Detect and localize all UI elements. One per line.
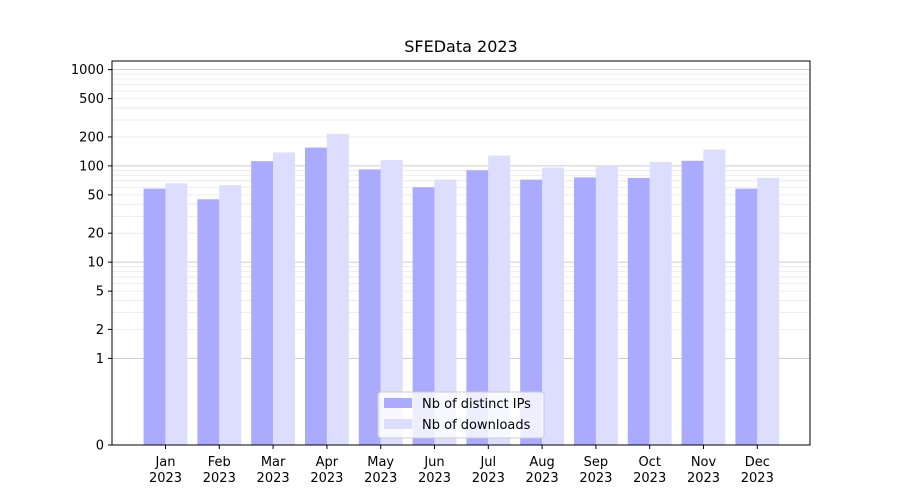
x-tick-label: Apr 2023	[310, 455, 343, 486]
bar-distinct-ips-may	[358, 169, 381, 446]
y-tick-label: 0	[96, 439, 104, 454]
y-tick-label: 200	[79, 130, 104, 145]
chart-title: SFEData 2023	[404, 37, 517, 56]
bar-distinct-ips-nov	[681, 160, 704, 446]
legend-box	[377, 391, 545, 439]
bar-distinct-ips-jun	[412, 187, 435, 445]
y-tick-label: 20	[87, 227, 104, 242]
bar-distinct-ips-jan	[143, 188, 166, 445]
legend-swatch	[384, 398, 412, 408]
x-tick-label: Jan 2023	[149, 455, 182, 486]
bar-downloads-sep	[595, 165, 618, 445]
x-tick-label: Dec 2023	[741, 455, 774, 486]
y-tick-label: 50	[87, 188, 104, 203]
y-tick-label: 500	[79, 92, 104, 107]
bar-distinct-ips-dec	[735, 188, 758, 445]
bar-downloads-dec	[757, 177, 780, 445]
y-axis: 0 1 2 5 10 20 50 100 200 500 1000	[71, 63, 112, 454]
y-tick-label: 100	[79, 159, 104, 174]
y-tick-label: 2	[96, 323, 104, 338]
x-tick-label: Oct 2023	[633, 455, 666, 486]
x-tick-label: May 2023	[364, 455, 397, 486]
y-tick-label: 1000	[71, 63, 104, 78]
y-tick-label: 1	[96, 352, 104, 367]
x-tick-label: Feb 2023	[203, 455, 236, 486]
bar-downloads-feb	[219, 185, 242, 445]
x-tick-label: Nov 2023	[687, 455, 720, 486]
bar-distinct-ips-oct	[627, 177, 650, 445]
bar-distinct-ips-aug	[520, 179, 543, 445]
bar-downloads-jan	[165, 183, 188, 445]
x-tick-label: Jul 2023	[472, 455, 505, 486]
legend-label: Nb of distinct IPs	[422, 397, 531, 412]
bar-distinct-ips-jul	[466, 170, 489, 446]
bar-downloads-nov	[703, 149, 726, 445]
y-tick-label: 10	[87, 256, 104, 271]
x-tick-label: Mar 2023	[257, 455, 290, 486]
bar-downloads-apr	[326, 133, 349, 445]
bar-downloads-aug	[542, 167, 564, 445]
legend-swatch	[384, 419, 412, 429]
legend: Nb of distinct IPs Nb of downloads	[377, 391, 545, 439]
bar-downloads-jul	[488, 155, 511, 446]
x-axis: Jan 2023 Feb 2023 Mar 2023 Apr 2023 May 2023 Jun 20…	[149, 445, 774, 486]
bar-downloads-mar	[273, 152, 295, 446]
x-tick-label: Sep 2023	[579, 455, 612, 486]
bar-distinct-ips-sep	[574, 177, 596, 445]
x-tick-label: Aug 2023	[526, 455, 559, 486]
bar-distinct-ips-apr	[305, 147, 327, 445]
x-tick-label: Jun 2023	[418, 455, 451, 486]
bar-downloads-jun	[434, 179, 457, 445]
bars	[143, 133, 780, 446]
y-tick-label: 5	[96, 285, 104, 300]
bar-distinct-ips-feb	[197, 199, 220, 445]
plot-frame	[111, 60, 811, 446]
bar-distinct-ips-mar	[251, 161, 274, 446]
legend-label: Nb of downloads	[422, 418, 531, 433]
bar-downloads-may	[380, 160, 403, 445]
bar-downloads-oct	[649, 161, 672, 446]
